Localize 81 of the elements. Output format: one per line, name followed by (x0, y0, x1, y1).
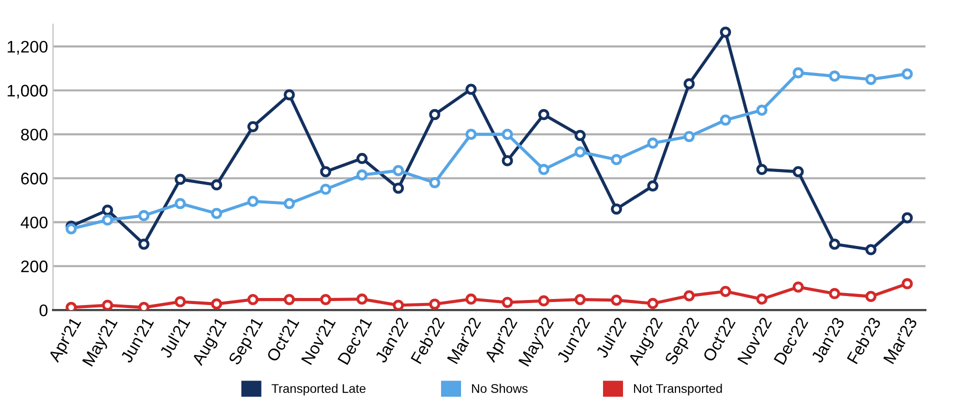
point (174, 174, 186, 185)
point (247, 196, 259, 207)
point (865, 74, 876, 85)
point (247, 121, 259, 132)
point (465, 128, 477, 140)
point (502, 128, 513, 140)
y-tick-label: 200 (21, 260, 48, 272)
point (211, 179, 222, 190)
point (574, 294, 586, 306)
point (356, 152, 368, 164)
point (247, 294, 259, 306)
point (138, 210, 150, 222)
point (284, 198, 295, 210)
point (66, 223, 77, 234)
point (720, 26, 732, 38)
point (865, 244, 876, 256)
point (538, 108, 550, 120)
point (138, 238, 150, 250)
point (174, 198, 186, 210)
point (684, 78, 695, 90)
y-tick-label: 1,000 (8, 84, 48, 99)
point (902, 278, 913, 290)
point (502, 155, 513, 166)
point (792, 281, 804, 293)
point (538, 164, 550, 176)
legend-label: No Shows (472, 384, 528, 393)
point (392, 165, 404, 176)
point (356, 169, 368, 181)
point (647, 180, 658, 192)
point (429, 177, 440, 188)
point (610, 203, 622, 215)
point (429, 298, 440, 310)
point (865, 290, 876, 302)
point (574, 146, 586, 158)
y-tick-label: 0 (40, 304, 48, 316)
point (720, 286, 732, 297)
point (902, 68, 913, 80)
point (902, 212, 913, 224)
point (320, 294, 332, 306)
point (647, 138, 658, 149)
point (284, 89, 295, 100)
point (684, 130, 695, 142)
point (320, 184, 332, 195)
point (320, 166, 332, 178)
point (829, 238, 840, 250)
legend-label: Transported Late (272, 384, 366, 396)
point (647, 298, 658, 310)
point (174, 296, 186, 308)
point (465, 294, 477, 305)
point (829, 70, 840, 82)
point (356, 294, 368, 305)
point (392, 300, 404, 310)
point (792, 67, 804, 78)
y-tick-label: 400 (20, 216, 48, 228)
point (102, 300, 114, 310)
point (138, 302, 150, 310)
point (756, 294, 768, 305)
point (102, 204, 114, 216)
point (720, 114, 732, 126)
y-tick-label: 800 (21, 128, 48, 141)
point (574, 130, 586, 141)
point (502, 296, 513, 308)
point (465, 84, 477, 95)
legend-label: Not Transported (634, 384, 722, 396)
y-tick-label: 1,200 (8, 40, 48, 55)
point (429, 108, 440, 120)
point (538, 295, 550, 306)
y-tick-label: 600 (21, 172, 48, 184)
point (211, 208, 222, 219)
point (756, 164, 768, 176)
point (392, 182, 404, 194)
point (829, 288, 840, 300)
point (756, 104, 768, 116)
point (102, 214, 114, 226)
point (610, 154, 622, 166)
point (211, 298, 222, 310)
point (610, 294, 622, 306)
point (684, 290, 695, 302)
point (284, 294, 295, 306)
point (66, 302, 77, 310)
point (792, 166, 804, 178)
